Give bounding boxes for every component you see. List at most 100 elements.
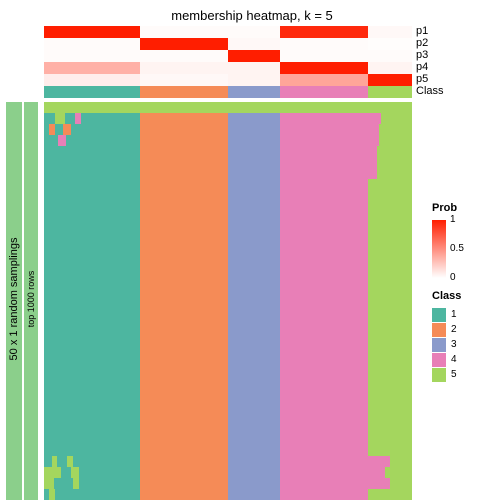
heatmap-cell <box>368 356 412 367</box>
class-anno-cell <box>368 86 412 98</box>
chart-title: membership heatmap, k = 5 <box>0 8 504 23</box>
heatmap-cell <box>44 489 140 500</box>
heatmap-cell <box>44 279 140 290</box>
heatmap-cell <box>44 312 140 323</box>
heatmap-cell <box>140 168 228 179</box>
p-anno-label-p4: p4 <box>416 61 428 73</box>
heatmap-cell <box>140 312 228 323</box>
class-anno-cell <box>44 86 140 98</box>
heatmap-cell <box>44 378 140 389</box>
p-anno-cell <box>44 62 140 74</box>
p-anno-cell <box>280 50 368 62</box>
prob-tick: 1 <box>450 214 456 225</box>
p-anno-cell <box>228 50 280 62</box>
heatmap-noise-cell <box>368 135 379 146</box>
heatmap-cell <box>140 433 228 444</box>
heatmap-noise-cell <box>55 113 65 124</box>
heatmap-cell <box>140 157 228 168</box>
heatmap-cell <box>368 224 412 235</box>
heatmap-cell <box>140 146 228 157</box>
heatmap-cell <box>280 444 368 455</box>
heatmap-cell <box>228 334 280 345</box>
class-anno-cell <box>228 86 280 98</box>
heatmap-cell <box>140 456 228 467</box>
heatmap-cell <box>368 345 412 356</box>
heatmap-cell <box>368 334 412 345</box>
class-anno-cell <box>140 86 228 98</box>
heatmap-cell <box>228 422 280 433</box>
heatmap-cell <box>44 290 140 301</box>
p-anno-cell <box>368 74 412 86</box>
heatmap-cell <box>44 168 140 179</box>
heatmap-cell <box>44 190 140 201</box>
class-legend-title: Class <box>432 290 461 302</box>
heatmap-cell <box>368 257 412 268</box>
heatmap-cell <box>44 246 140 257</box>
heatmap-cell <box>280 422 368 433</box>
heatmap-noise-cell <box>280 102 368 113</box>
heatmap-cell <box>228 268 280 279</box>
heatmap-cell <box>280 334 368 345</box>
heatmap-cell <box>228 467 280 478</box>
heatmap-cell <box>140 400 228 411</box>
p-anno-row-p5 <box>44 74 412 86</box>
heatmap-cell <box>44 456 140 467</box>
prob-legend-gradient <box>432 220 446 278</box>
p-anno-cell <box>280 62 368 74</box>
p-anno-cell <box>44 26 140 38</box>
heatmap-cell <box>368 367 412 378</box>
class-swatch-label: 4 <box>451 354 457 365</box>
heatmap-noise-cell <box>75 113 82 124</box>
heatmap-cell <box>280 323 368 334</box>
p-anno-cell <box>44 50 140 62</box>
heatmap-cell <box>228 345 280 356</box>
heatmap-cell <box>368 422 412 433</box>
heatmap-noise-cell <box>368 168 377 179</box>
heatmap-cell <box>368 323 412 334</box>
p-anno-cell <box>280 26 368 38</box>
heatmap-cell <box>228 190 280 201</box>
heatmap-cell <box>368 268 412 279</box>
heatmap-cell <box>228 389 280 400</box>
heatmap-cell <box>140 201 228 212</box>
heatmap-cell <box>280 224 368 235</box>
heatmap-noise-cell <box>73 478 80 489</box>
p-anno-cell <box>140 74 228 86</box>
p-anno-cell <box>280 38 368 50</box>
heatmap-noise-cell <box>368 157 377 168</box>
heatmap-cell <box>228 301 280 312</box>
heatmap-cell <box>280 279 368 290</box>
heatmap-noise-cell <box>49 124 55 135</box>
class-swatch <box>432 323 446 337</box>
class-anno-cell <box>280 86 368 98</box>
class-swatch-label: 5 <box>451 369 457 380</box>
heatmap-cell <box>140 268 228 279</box>
prob-tick: 0.5 <box>450 243 464 254</box>
heatmap-cell <box>280 257 368 268</box>
heatmap-cell <box>140 124 228 135</box>
heatmap-cell <box>44 157 140 168</box>
heatmap-noise-cell <box>44 478 54 489</box>
class-swatch <box>432 338 446 352</box>
heatmap-noise-cell <box>44 102 140 113</box>
heatmap-cell <box>140 367 228 378</box>
heatmap-cell <box>44 179 140 190</box>
class-swatch-label: 2 <box>451 324 457 335</box>
heatmap-noise-cell <box>368 113 381 124</box>
heatmap-cell <box>368 201 412 212</box>
heatmap-cell <box>140 212 228 223</box>
heatmap-cell <box>140 378 228 389</box>
heatmap-cell <box>280 378 368 389</box>
class-row-label: Class <box>416 85 444 97</box>
p-anno-cell <box>228 74 280 86</box>
heatmap-cell <box>368 235 412 246</box>
heatmap-cell <box>228 489 280 500</box>
heatmap-cell <box>368 190 412 201</box>
heatmap-cell <box>368 246 412 257</box>
heatmap-cell <box>228 312 280 323</box>
left-label-outer: 50 x 1 random samplings <box>8 219 20 379</box>
heatmap-cell <box>368 290 412 301</box>
heatmap-cell <box>368 179 412 190</box>
heatmap-cell <box>228 378 280 389</box>
prob-legend-title: Prob <box>432 202 457 214</box>
